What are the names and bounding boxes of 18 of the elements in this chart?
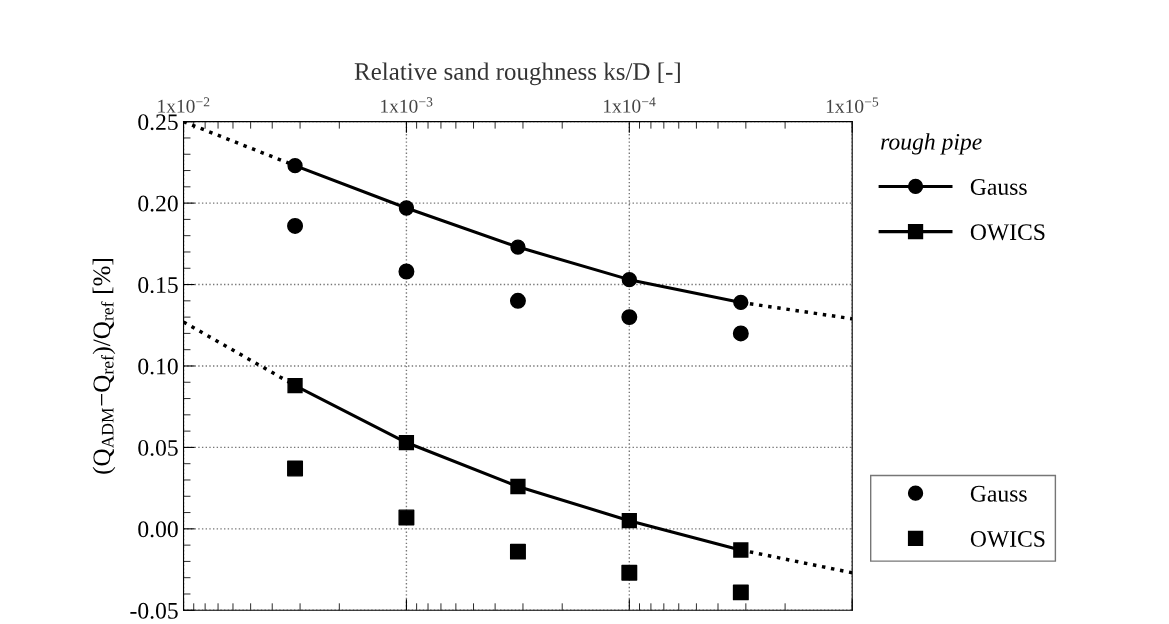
y-tick-label: -0.05 [130, 602, 178, 619]
y-tick-label: 0.25 [138, 114, 178, 131]
legend-label: OWICS [970, 224, 1045, 241]
x-tick-label: 1x10$^{−5}$ [826, 97, 879, 113]
legend-label: Gauss [970, 485, 1027, 502]
y-axis-title: (Q$_{ADM}$−Q$_{ref}$)/Q$_{ref}$ [%] [92, 259, 116, 474]
x-tick-label: 1x10$^{−2}$ [158, 97, 210, 113]
y-tick-label: 0.00 [138, 521, 178, 538]
y-tick-label: 0.15 [138, 277, 178, 294]
legend-label: OWICS [970, 531, 1045, 547]
y-tick-label: 0.10 [138, 358, 178, 375]
x-tick-label: 1x10$^{−4}$ [603, 97, 656, 113]
y-tick-label: 0.05 [138, 439, 178, 456]
x-axis-title: Relative sand roughness ks/D [-] [354, 62, 680, 86]
y-tick-label: 0.20 [138, 195, 178, 212]
legend-title: rough pipe [881, 133, 982, 155]
legend-label: Gauss [970, 179, 1027, 195]
x-tick-label: 1x10$^{−3}$ [381, 97, 433, 113]
